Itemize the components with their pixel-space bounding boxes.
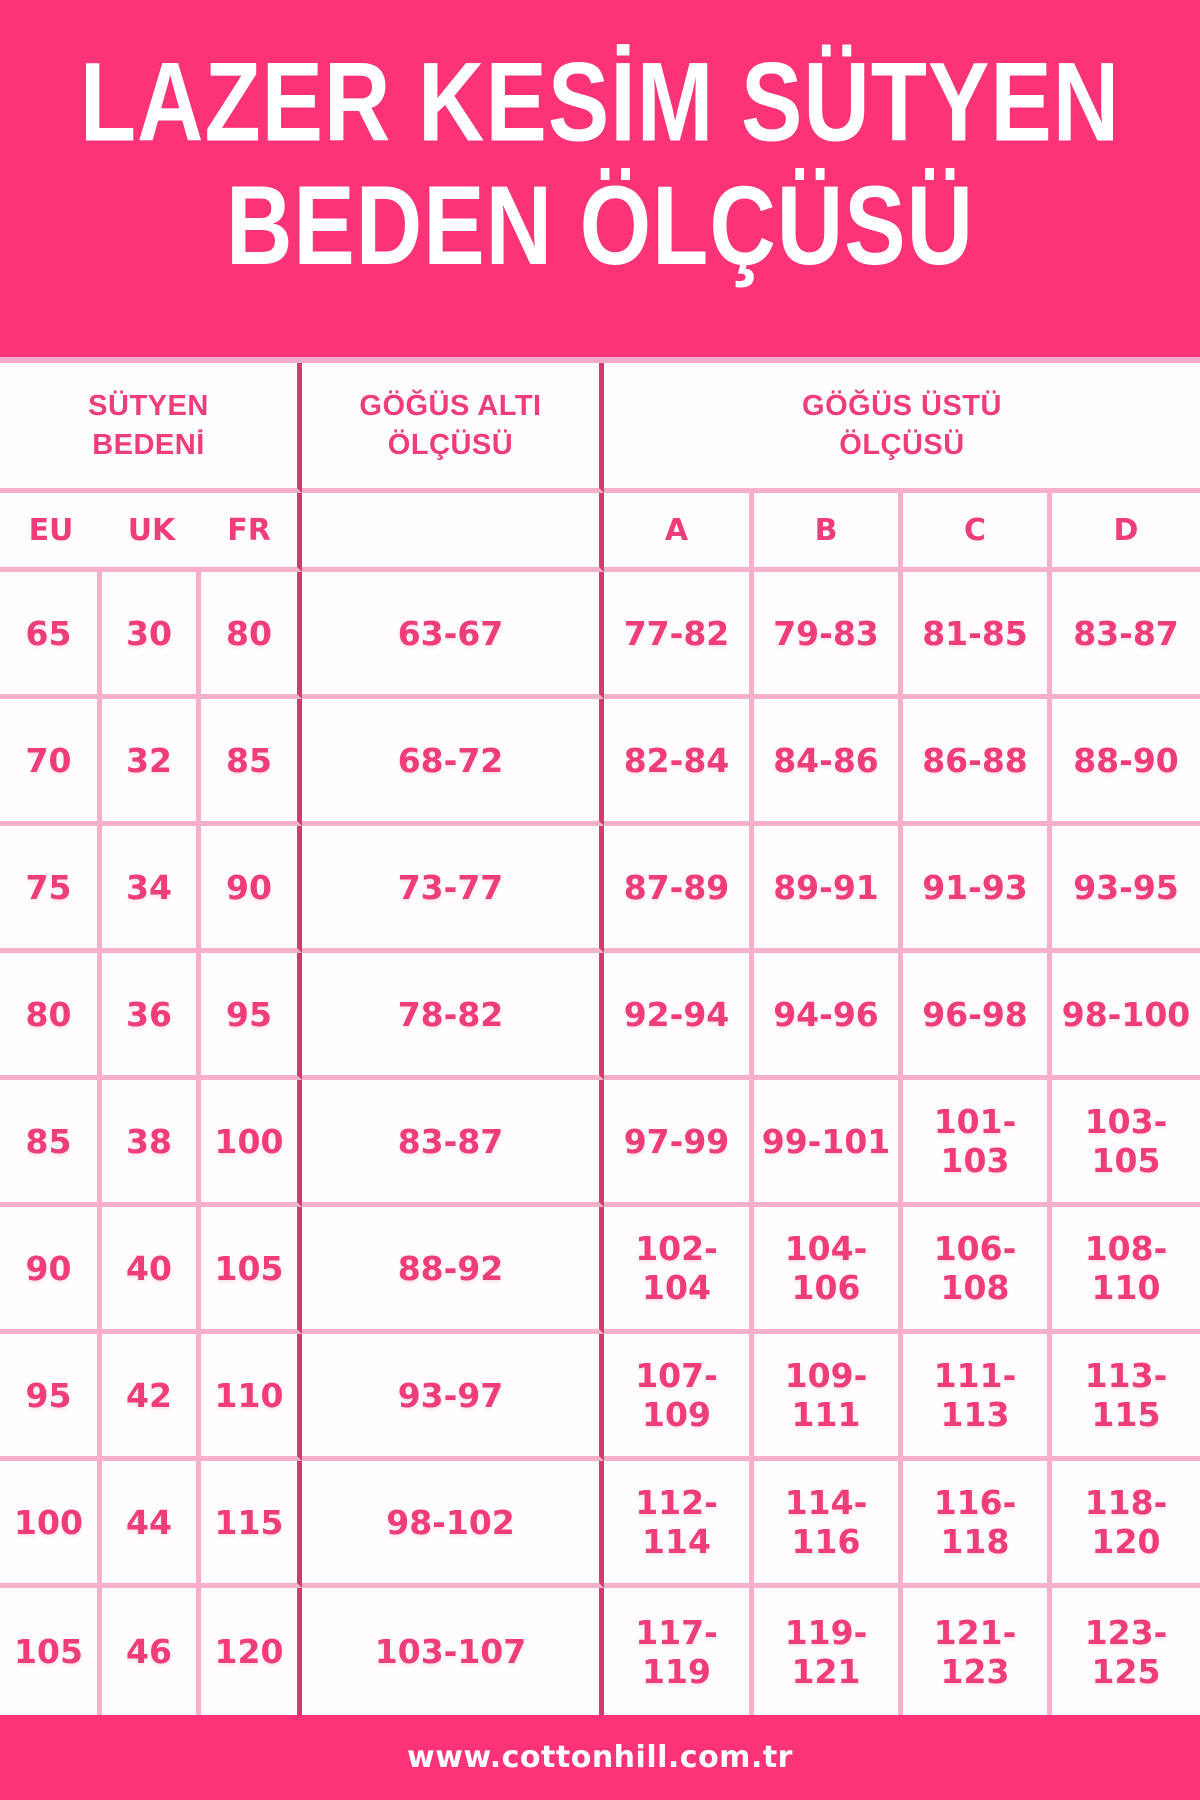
table-cell: 90 <box>201 826 302 953</box>
table-cell: 86-88 <box>903 699 1052 826</box>
table-cell: 100 <box>0 1461 102 1588</box>
column-header-cup-c: C <box>903 493 1052 572</box>
table-cell: 100 <box>201 1080 302 1207</box>
table-cell: 118-120 <box>1052 1461 1200 1588</box>
table-cell: 36 <box>102 953 201 1080</box>
table-cell: 75 <box>0 826 102 953</box>
table-cell: 120 <box>201 1588 302 1715</box>
table-cell: 93-95 <box>1052 826 1200 953</box>
title-band: LAZER KESİM SÜTYEN BEDEN ÖLÇÜSÜ <box>0 0 1200 363</box>
group-header-sutyen-bedeni: SÜTYEN BEDENİ <box>0 363 302 493</box>
table-cell: 83-87 <box>302 1080 604 1207</box>
table-cell: 121-123 <box>903 1588 1052 1715</box>
column-header-fr: FR <box>201 493 302 572</box>
column-header-cup-a: A <box>604 493 754 572</box>
table-cell: 42 <box>102 1334 201 1461</box>
column-header-cup-b: B <box>754 493 903 572</box>
table-cell: 85 <box>0 1080 102 1207</box>
table-cell: 112-114 <box>604 1461 754 1588</box>
table-cell: 98-102 <box>302 1461 604 1588</box>
group-header-line: SÜTYEN <box>88 390 209 423</box>
table-cell: 77-82 <box>604 572 754 699</box>
table-cell: 70 <box>0 699 102 826</box>
table-cell: 46 <box>102 1588 201 1715</box>
size-chart-table: SÜTYEN BEDENİ GÖĞÜS ALTI ÖLÇÜSÜ GÖĞÜS ÜS… <box>0 363 1200 1715</box>
table-cell: 40 <box>102 1207 201 1334</box>
table-cell: 95 <box>0 1334 102 1461</box>
group-header-gogus-alti: GÖĞÜS ALTI ÖLÇÜSÜ <box>302 363 604 493</box>
table-cell: 80 <box>201 572 302 699</box>
table-cell: 96-98 <box>903 953 1052 1080</box>
group-header-line: GÖĞÜS ÜSTÜ <box>802 390 1002 423</box>
table-cell: 88-90 <box>1052 699 1200 826</box>
table-cell: 111-113 <box>903 1334 1052 1461</box>
table-cell: 99-101 <box>754 1080 903 1207</box>
page-title-line1: LAZER KESİM SÜTYEN <box>79 40 1121 166</box>
table-cell: 104-106 <box>754 1207 903 1334</box>
table-cell: 116-118 <box>903 1461 1052 1588</box>
group-header-line: BEDENİ <box>92 428 205 461</box>
table-cell: 82-84 <box>604 699 754 826</box>
table-cell: 92-94 <box>604 953 754 1080</box>
column-header-measure-empty <box>302 493 604 572</box>
table-cell: 98-100 <box>1052 953 1200 1080</box>
table-cell: 85 <box>201 699 302 826</box>
table-cell: 84-86 <box>754 699 903 826</box>
page-title-line2: BEDEN ÖLÇÜSÜ <box>225 164 975 289</box>
table-cell: 113-115 <box>1052 1334 1200 1461</box>
table-cell: 73-77 <box>302 826 604 953</box>
table-cell: 87-89 <box>604 826 754 953</box>
table-cell: 94-96 <box>754 953 903 1080</box>
table-cell: 102-104 <box>604 1207 754 1334</box>
table-cell: 114-116 <box>754 1461 903 1588</box>
table-cell: 110 <box>201 1334 302 1461</box>
column-header-uk: UK <box>102 493 201 572</box>
table-cell: 34 <box>102 826 201 953</box>
table-cell: 107-109 <box>604 1334 754 1461</box>
table-cell: 119-121 <box>754 1588 903 1715</box>
table-cell: 78-82 <box>302 953 604 1080</box>
table-cell: 63-67 <box>302 572 604 699</box>
table-cell: 101-103 <box>903 1080 1052 1207</box>
table-cell: 44 <box>102 1461 201 1588</box>
table-cell: 38 <box>102 1080 201 1207</box>
footer-url: www.cottonhill.com.tr <box>407 1740 793 1775</box>
table-cell: 106-108 <box>903 1207 1052 1334</box>
table-cell: 97-99 <box>604 1080 754 1207</box>
table-cell: 90 <box>0 1207 102 1334</box>
table-cell: 30 <box>102 572 201 699</box>
table-cell: 103-105 <box>1052 1080 1200 1207</box>
table-cell: 80 <box>0 953 102 1080</box>
table-cell: 103-107 <box>302 1588 604 1715</box>
group-header-line: ÖLÇÜSÜ <box>839 428 965 461</box>
table-cell: 81-85 <box>903 572 1052 699</box>
column-header-eu: EU <box>0 493 102 572</box>
table-cell: 68-72 <box>302 699 604 826</box>
table-cell: 79-83 <box>754 572 903 699</box>
group-header-gogus-ustu: GÖĞÜS ÜSTÜ ÖLÇÜSÜ <box>604 363 1200 493</box>
page-title: LAZER KESİM SÜTYEN BEDEN ÖLÇÜSÜ <box>79 40 1121 289</box>
table-cell: 91-93 <box>903 826 1052 953</box>
table-cell: 83-87 <box>1052 572 1200 699</box>
column-header-cup-d: D <box>1052 493 1200 572</box>
group-header-line: GÖĞÜS ALTI <box>359 390 542 423</box>
table-cell: 89-91 <box>754 826 903 953</box>
table-cell: 115 <box>201 1461 302 1588</box>
table-cell: 105 <box>201 1207 302 1334</box>
table-cell: 32 <box>102 699 201 826</box>
table-cell: 109-111 <box>754 1334 903 1461</box>
table-cell: 117-119 <box>604 1588 754 1715</box>
table-cell: 105 <box>0 1588 102 1715</box>
table-cell: 65 <box>0 572 102 699</box>
table-cell: 123-125 <box>1084 1612 1168 1691</box>
table-cell: 108-110 <box>1052 1207 1200 1334</box>
table-cell: 88-92 <box>302 1207 604 1334</box>
table-cell: 93-97 <box>302 1334 604 1461</box>
table-cell: 95 <box>201 953 302 1080</box>
group-header-line: ÖLÇÜSÜ <box>387 428 514 461</box>
footer-band: www.cottonhill.com.tr <box>0 1715 1200 1800</box>
